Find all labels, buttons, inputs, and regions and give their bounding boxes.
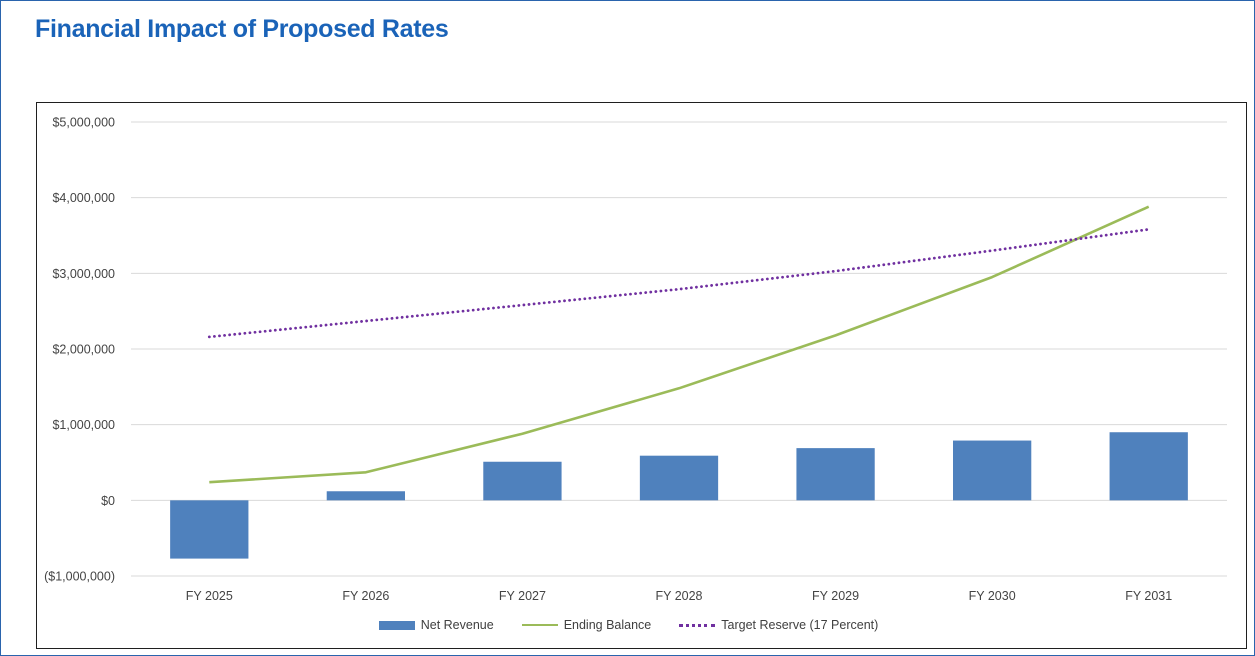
legend-label: Ending Balance [563,618,652,632]
x-tick-label: FY 2026 [342,589,389,603]
y-tick-label: $3,000,000 [52,267,115,281]
legend-item: Net Revenue [378,618,494,632]
chart-legend: Net Revenue Ending Balance Target Reserve … [1,618,1254,632]
page-title: Financial Impact of Proposed Rates [35,15,449,43]
y-tick-label: $5,000,000 [52,116,115,130]
y-tick-label: $4,000,000 [52,191,115,205]
legend-swatch [521,624,558,626]
x-tick-label: FY 2030 [969,589,1016,603]
x-tick-label: FY 2029 [812,589,859,603]
legend-swatch [378,620,415,630]
y-tick-label: $0 [101,494,115,508]
legend-swatch [679,623,716,627]
bar-net-revenue [953,440,1032,501]
x-tick-label: FY 2027 [499,589,546,603]
bar-net-revenue [326,491,405,501]
bar-net-revenue [170,500,249,559]
x-tick-label: FY 2028 [655,589,702,603]
x-tick-label: FY 2025 [186,589,233,603]
x-tick-label: FY 2031 [1125,589,1172,603]
line-target-reserve [207,227,1151,339]
legend-label: Net Revenue [420,618,494,632]
y-tick-label: ($1,000,000) [44,570,115,584]
bar-net-revenue [639,455,719,501]
bar-net-revenue [483,461,562,501]
legend-item: Ending Balance [521,618,652,632]
line-ending-balance [209,205,1150,484]
bar-net-revenue [1109,432,1188,501]
legend-label: Target Reserve (17 Percent) [721,618,879,632]
bar-net-revenue [796,448,875,501]
y-tick-label: $2,000,000 [52,343,115,357]
legend-item: Target Reserve (17 Percent) [679,618,878,632]
y-tick-label: $1,000,000 [52,418,115,432]
